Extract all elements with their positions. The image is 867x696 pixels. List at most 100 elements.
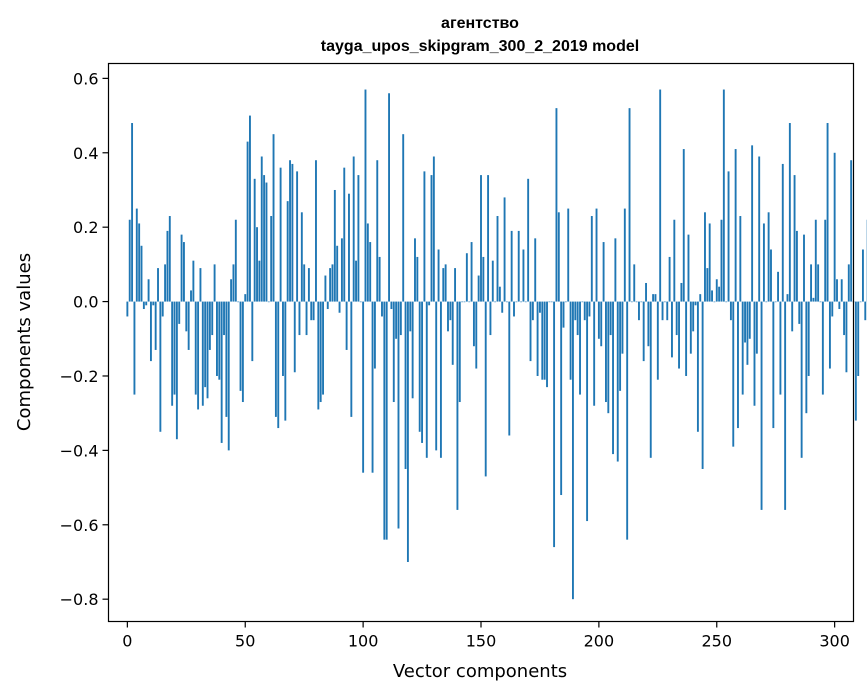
bar-153 [487, 175, 490, 302]
bar-45 [232, 264, 235, 302]
x-tick-label: 150 [466, 632, 497, 651]
bar-275 [774, 301, 777, 303]
bar-129 [430, 175, 433, 302]
bar-227 [661, 301, 664, 321]
bar-305 [845, 301, 848, 373]
bar-43 [227, 301, 230, 451]
bar-182 [555, 108, 558, 302]
bar-70 [291, 163, 294, 302]
bars-group [126, 89, 867, 600]
bar-52 [249, 115, 251, 302]
bar-127 [425, 301, 428, 458]
bar-42 [225, 301, 228, 417]
bar-32 [201, 301, 204, 406]
bar-297 [826, 123, 829, 302]
bar-112 [390, 301, 393, 310]
bar-222 [649, 301, 652, 458]
bar-58 [263, 175, 266, 302]
bar-185 [562, 301, 565, 328]
y-tick-label: −0.4 [60, 441, 99, 460]
bar-99 [359, 301, 362, 303]
bar-251 [718, 286, 721, 302]
bar-225 [656, 301, 659, 380]
bar-276 [777, 271, 779, 302]
bar-277 [779, 301, 782, 395]
bar-290 [810, 264, 813, 302]
bar-68 [286, 201, 289, 302]
bar-298 [828, 301, 831, 369]
bar-149 [477, 275, 480, 302]
bar-64 [277, 301, 280, 429]
bar-244 [701, 301, 704, 469]
bar-62 [272, 134, 275, 302]
bar-263 [746, 301, 749, 365]
bar-271 [765, 301, 768, 303]
bar-296 [824, 219, 827, 302]
bar-232 [673, 219, 676, 302]
bar-230 [668, 256, 671, 302]
bar-26 [187, 301, 190, 350]
bar-47 [237, 301, 240, 303]
bar-186 [564, 301, 567, 303]
bar-131 [435, 301, 438, 451]
bar-166 [517, 230, 520, 302]
bar-152 [484, 301, 487, 477]
bar-243 [699, 294, 702, 302]
bar-292 [814, 219, 817, 302]
bar-65 [279, 167, 282, 302]
bar-214 [630, 301, 633, 303]
bar-84 [324, 275, 327, 302]
bar-40 [220, 301, 223, 443]
bar-4 [135, 208, 138, 302]
bar-36 [211, 301, 214, 336]
y-tick-label: 0.0 [73, 293, 98, 312]
bar-67 [284, 301, 287, 421]
bar-304 [843, 301, 846, 336]
bar-197 [590, 216, 593, 302]
bar-113 [392, 301, 395, 403]
bar-66 [282, 301, 284, 376]
bar-270 [762, 223, 765, 302]
bar-128 [428, 301, 431, 306]
bar-266 [753, 301, 756, 406]
bar-238 [687, 234, 690, 302]
y-tick-label: 0.6 [73, 69, 98, 88]
bar-78 [310, 301, 313, 321]
bar-158 [498, 286, 501, 302]
bar-283 [793, 175, 796, 302]
bar-231 [671, 301, 673, 358]
bar-260 [739, 216, 742, 302]
bar-6 [140, 245, 143, 302]
bar-93 [345, 301, 348, 350]
bar-105 [373, 301, 376, 369]
bar-121 [411, 301, 414, 399]
bar-217 [638, 301, 640, 321]
bar-88 [333, 189, 336, 302]
bar-89 [336, 245, 339, 302]
bar-171 [529, 301, 532, 362]
bar-282 [791, 301, 794, 332]
bar-123 [416, 256, 419, 302]
bar-211 [623, 208, 626, 302]
bar-209 [619, 301, 622, 391]
bar-2 [131, 123, 134, 302]
bar-306 [847, 264, 850, 302]
bar-146 [470, 242, 473, 302]
bar-302 [838, 301, 841, 310]
bar-299 [831, 301, 834, 317]
bar-163 [510, 230, 513, 302]
bar-20 [173, 301, 176, 395]
bar-179 [548, 301, 551, 303]
bar-176 [541, 301, 544, 380]
x-tick-label: 50 [235, 632, 255, 651]
bar-183 [557, 212, 560, 302]
bar-269 [760, 301, 763, 510]
bar-188 [569, 301, 572, 380]
bar-193 [581, 301, 584, 303]
bar-259 [737, 301, 739, 429]
bar-167 [520, 301, 523, 303]
bar-137 [449, 301, 452, 321]
bar-248 [711, 290, 713, 302]
bar-33 [204, 301, 207, 388]
y-axis-ticks: 0.6 0.4 0.2 0.0 −0.2 −0.4 −0.6 −0.8 [60, 69, 109, 609]
